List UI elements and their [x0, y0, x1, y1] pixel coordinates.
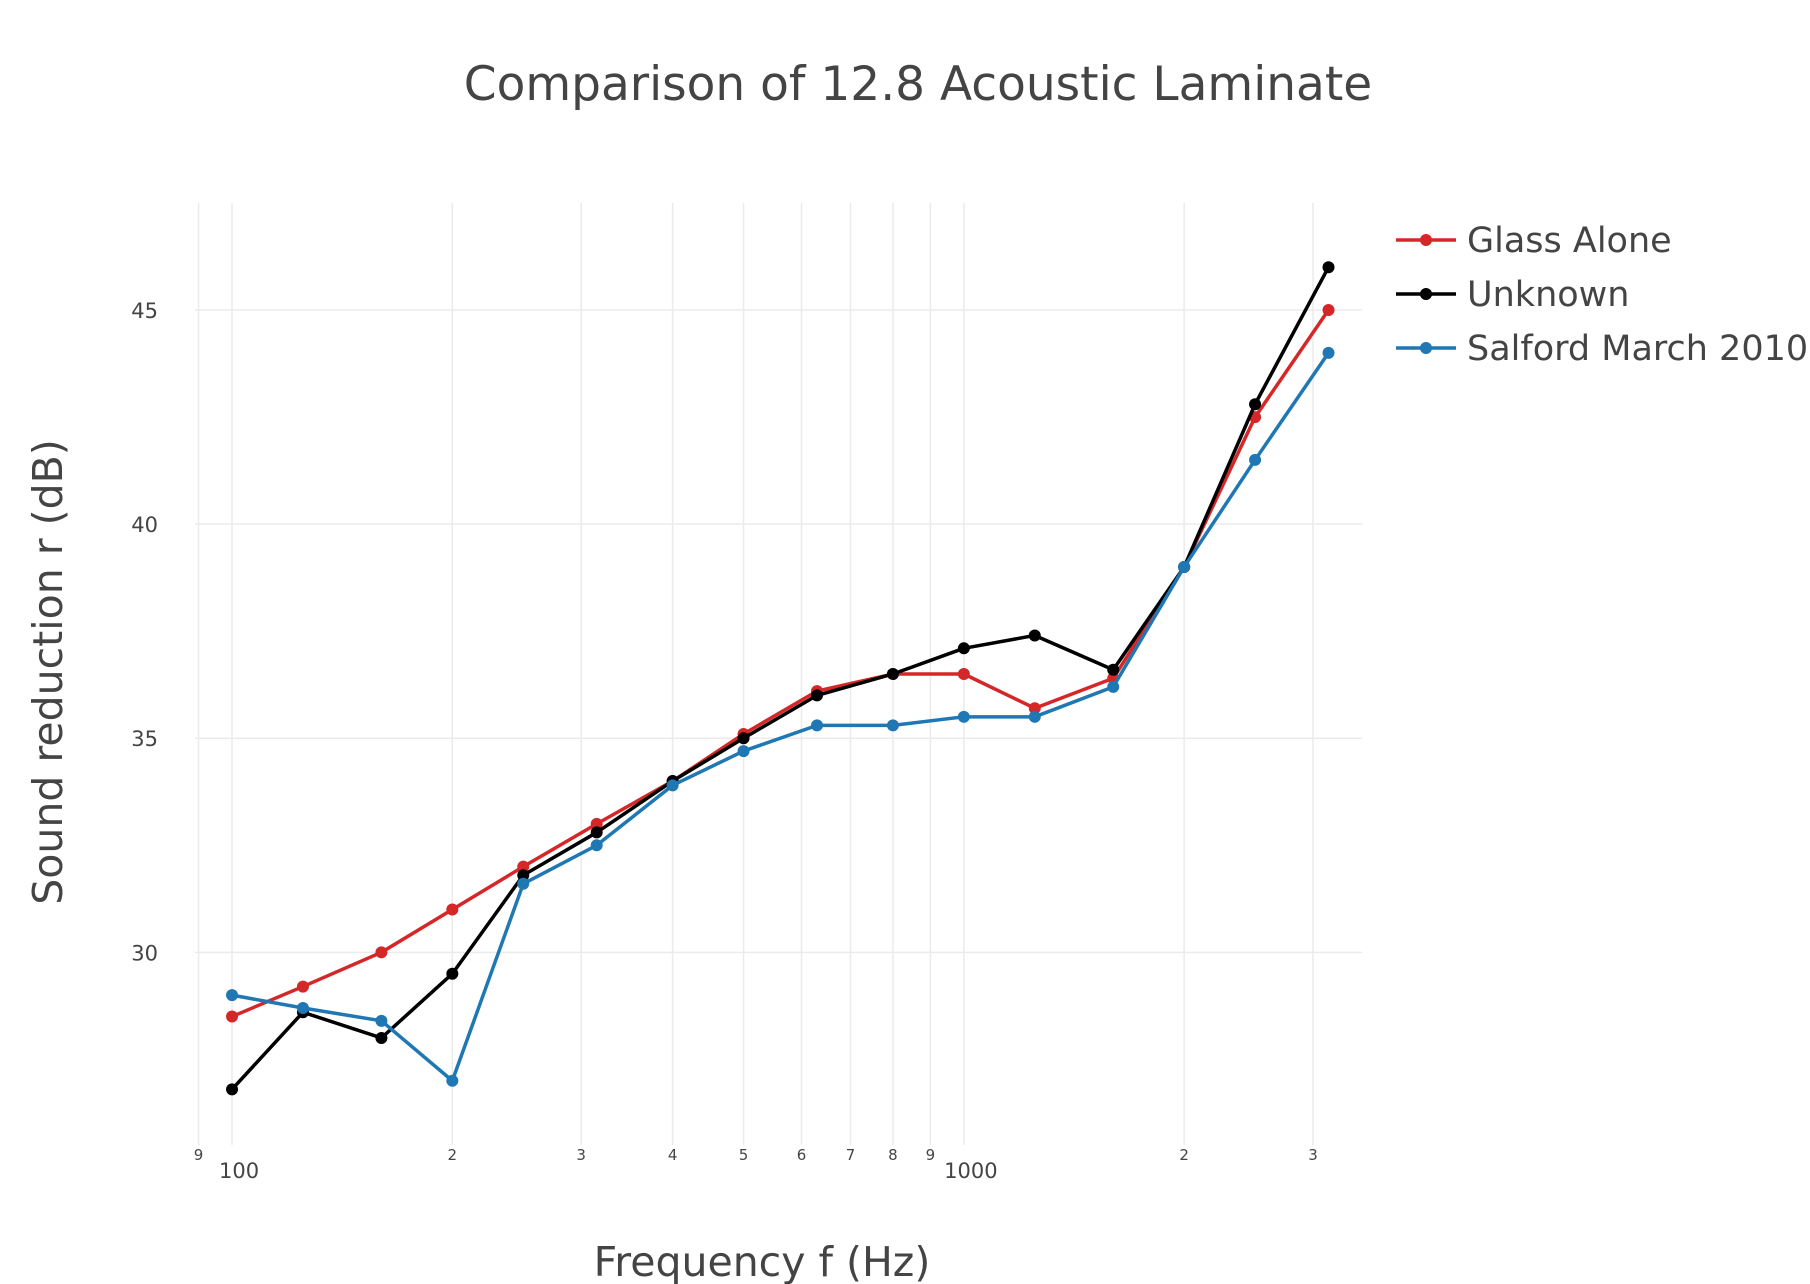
x-tick-label: 100: [219, 1159, 259, 1183]
data-point: [446, 903, 459, 916]
data-point: [1107, 663, 1120, 676]
legend-marker: [1420, 234, 1432, 246]
x-tick-label: 9: [194, 1146, 204, 1164]
y-axis-ticks: 30 35 40 45: [131, 299, 158, 965]
data-point: [1107, 680, 1120, 693]
x-tick-label: 9: [926, 1146, 936, 1164]
data-point: [375, 946, 388, 959]
legend-marker: [1420, 288, 1432, 300]
data-point: [811, 719, 824, 732]
series-line: [231, 309, 1330, 1019]
data-point: [446, 967, 459, 980]
data-point: [226, 1010, 239, 1023]
legend-item: Salford March 2010: [1396, 329, 1808, 369]
data-point: [1249, 398, 1262, 411]
data-point: [590, 839, 603, 852]
data-point: [1028, 629, 1041, 642]
data-point: [666, 779, 679, 792]
legend-marker: [1420, 342, 1432, 354]
data-point: [886, 719, 899, 732]
grid: [195, 203, 1362, 1145]
y-tick-label: 40: [131, 513, 158, 537]
x-tick-label: 1000: [944, 1159, 997, 1183]
data-point: [226, 989, 239, 1002]
legend-label: Glass Alone: [1467, 221, 1672, 261]
series-2: [226, 346, 1335, 1087]
data-point: [1322, 304, 1335, 317]
data-point: [811, 689, 824, 702]
series-1: [226, 261, 1335, 1096]
y-tick-label: 35: [131, 727, 158, 751]
x-tick-label: 2: [1179, 1146, 1189, 1164]
x-tick-label: 4: [668, 1146, 678, 1164]
legend-item: Glass Alone: [1396, 221, 1672, 261]
legend: Glass Alone Unknown Salford March 2010: [1396, 221, 1808, 369]
data-point: [517, 860, 530, 873]
x-axis-title: Frequency f (Hz): [594, 1238, 931, 1284]
x-axis-ticks: 9 100 2 3 4 5 6 7 8 9 1000 2 3: [194, 1146, 1318, 1183]
data-point: [590, 817, 603, 830]
data-point: [226, 1083, 239, 1096]
x-tick-label: 2: [448, 1146, 458, 1164]
data-point: [1322, 261, 1335, 274]
x-tick-label: 8: [888, 1146, 898, 1164]
y-tick-label: 45: [131, 299, 158, 323]
data-point: [296, 1001, 309, 1014]
x-tick-label: 5: [739, 1146, 749, 1164]
legend-item: Unknown: [1396, 275, 1629, 315]
data-point: [957, 668, 970, 680]
data-point: [1028, 710, 1041, 723]
legend-label: Unknown: [1467, 275, 1629, 315]
data-point: [1322, 346, 1335, 359]
data-point: [446, 1074, 459, 1087]
legend-label: Salford March 2010: [1467, 329, 1808, 369]
y-axis-title: Sound reduction r (dB): [24, 439, 72, 904]
data-point: [590, 826, 603, 839]
data-point: [957, 710, 970, 723]
data-point: [375, 1031, 388, 1044]
x-tick-label: 7: [846, 1146, 856, 1164]
series-0: [226, 304, 1335, 1023]
series-lines: [226, 261, 1335, 1096]
y-tick-label: 30: [131, 941, 158, 965]
x-tick-label: 6: [797, 1146, 807, 1164]
data-point: [517, 877, 530, 890]
data-point: [517, 869, 530, 882]
data-point: [375, 1014, 388, 1027]
data-point: [296, 980, 309, 993]
x-tick-label: 3: [576, 1146, 586, 1164]
data-point: [1028, 702, 1041, 715]
x-tick-label: 3: [1308, 1146, 1318, 1164]
data-point: [737, 745, 750, 758]
series-line: [230, 266, 1331, 1091]
data-point: [886, 668, 899, 680]
data-point: [737, 732, 750, 745]
data-point: [1178, 560, 1191, 573]
series-line: [231, 351, 1330, 1083]
data-point: [1249, 453, 1262, 466]
chart-title: Comparison of 12.8 Acoustic Laminate: [464, 57, 1372, 112]
data-point: [957, 642, 970, 655]
